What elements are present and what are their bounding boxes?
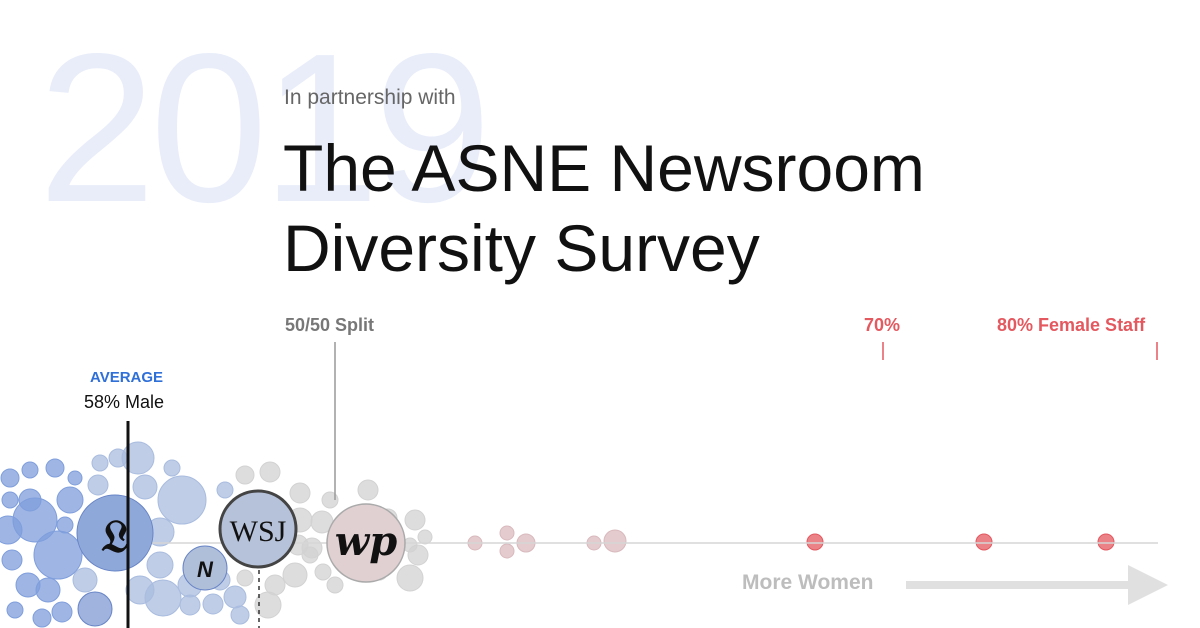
- outlet-bubble: [88, 475, 108, 495]
- c-bubble: [78, 592, 112, 626]
- outlet-bubble: [405, 510, 425, 530]
- average-label: AVERAGE: [90, 369, 163, 386]
- average-value: 58% Male: [84, 392, 164, 413]
- logo-text: 𝔏: [101, 509, 128, 563]
- outlet-bubble: [231, 606, 249, 624]
- outlet-bubble: [2, 550, 22, 570]
- outlet-bubble: [976, 534, 992, 550]
- outlet-bubble: [145, 580, 181, 616]
- eighty-percent-label: 80% Female Staff: [997, 315, 1145, 336]
- outlet-bubble: [604, 530, 626, 552]
- outlet-bubble: [302, 538, 322, 558]
- outlet-bubble: [315, 564, 331, 580]
- outlet-bubble: [224, 586, 246, 608]
- outlet-bubble: [807, 534, 823, 550]
- split-label: 50/50 Split: [285, 315, 374, 336]
- bubble-group: [0, 442, 1114, 627]
- outlet-bubble: [283, 563, 307, 587]
- outlet-bubble: [203, 594, 223, 614]
- outlet-bubble: [1, 469, 19, 487]
- logo-text: N: [197, 557, 214, 582]
- outlet-bubble: [46, 459, 64, 477]
- outlet-bubble: [217, 482, 233, 498]
- outlet-bubble: [73, 568, 97, 592]
- outlet-bubble: [500, 544, 514, 558]
- outlet-bubble: [92, 455, 108, 471]
- outlet-bubble: [327, 577, 343, 593]
- seventy-percent-label: 70%: [864, 315, 900, 336]
- outlet-bubble: [237, 570, 253, 586]
- more-women-label: More Women: [742, 571, 873, 595]
- outlet-bubble: [57, 517, 73, 533]
- outlet-bubble: [236, 466, 254, 484]
- outlet-bubble: [22, 462, 38, 478]
- outlet-bubble: [397, 565, 423, 591]
- outlet-bubble: [34, 531, 82, 579]
- outlet-bubble: [1098, 534, 1114, 550]
- logo-text: wp: [335, 518, 397, 565]
- outlet-bubble: [418, 530, 432, 544]
- outlet-bubble: [180, 595, 200, 615]
- outlet-bubble: [358, 480, 378, 500]
- outlet-bubble: [57, 487, 83, 513]
- logo-text: WSJ: [230, 515, 287, 548]
- outlet-bubble: [133, 475, 157, 499]
- outlet-bubble: [164, 460, 180, 476]
- outlet-bubble: [68, 471, 82, 485]
- outlet-bubble: [147, 552, 173, 578]
- outlet-bubble: [36, 578, 60, 602]
- outlet-bubble: [260, 462, 280, 482]
- outlet-bubble: [500, 526, 514, 540]
- outlet-bubble: [2, 492, 18, 508]
- outlet-bubble: [52, 602, 72, 622]
- outlet-bubble: [290, 483, 310, 503]
- outlet-bubble: [33, 609, 51, 627]
- outlet-bubble: [408, 545, 428, 565]
- outlet-bubble: [158, 476, 206, 524]
- outlet-bubble: [7, 602, 23, 618]
